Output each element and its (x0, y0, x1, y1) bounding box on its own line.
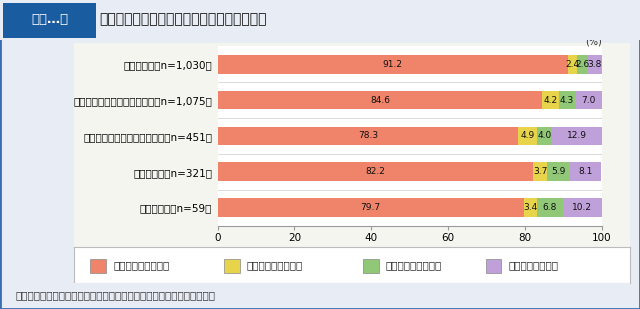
Text: 3.8: 3.8 (587, 60, 602, 69)
Bar (543, 91, 559, 109)
Text: 91.2: 91.2 (383, 60, 403, 69)
Bar (537, 198, 563, 217)
Text: 5.9: 5.9 (552, 167, 566, 176)
Text: 82.2: 82.2 (365, 167, 385, 176)
Bar (533, 163, 547, 181)
Text: 資料：内閣府「食育の現状と意識に関する調査」（平成２１年１２月）: 資料：内閣府「食育の現状と意識に関する調査」（平成２１年１２月） (16, 290, 216, 300)
Bar (568, 55, 577, 74)
Bar (552, 127, 602, 145)
Text: ほとんど食べない: ほとんど食べない (508, 260, 559, 270)
Text: 10.2: 10.2 (572, 203, 593, 212)
Text: 週に４～５日食べる: 週に４～５日食べる (247, 260, 303, 270)
Bar (218, 55, 568, 74)
Bar (587, 55, 602, 74)
Bar (224, 259, 239, 273)
Bar (577, 55, 587, 74)
Text: 2.6: 2.6 (575, 60, 589, 69)
Text: 4.0: 4.0 (538, 131, 552, 141)
Text: 3.7: 3.7 (533, 167, 548, 176)
Text: 84.6: 84.6 (370, 95, 390, 105)
Bar (218, 198, 524, 217)
Bar (559, 91, 575, 109)
Bar (537, 127, 552, 145)
Bar (563, 198, 602, 217)
Text: 週に２～３日食べる: 週に２～３日食べる (386, 260, 442, 270)
Bar (524, 198, 537, 217)
Text: 8.1: 8.1 (579, 167, 593, 176)
Bar (547, 163, 570, 181)
Bar (363, 259, 379, 273)
Text: 3.4: 3.4 (523, 203, 538, 212)
Text: 2.4: 2.4 (565, 60, 579, 69)
Bar (575, 91, 602, 109)
Text: 12.9: 12.9 (567, 131, 588, 141)
Bar (570, 163, 601, 181)
Bar (486, 259, 501, 273)
Text: 4.2: 4.2 (543, 95, 557, 105)
Text: 78.3: 78.3 (358, 131, 378, 141)
Text: 6.8: 6.8 (543, 203, 557, 212)
Bar (218, 127, 518, 145)
Bar (90, 259, 106, 273)
Text: 図表…８: 図表…８ (31, 13, 68, 26)
Text: ほとんど毎日食べる: ほとんど毎日食べる (113, 260, 170, 270)
Text: 4.3: 4.3 (560, 95, 574, 105)
Text: 4.9: 4.9 (520, 131, 535, 141)
Text: 79.7: 79.7 (360, 203, 381, 212)
Bar (218, 163, 533, 181)
Text: (%): (%) (585, 36, 602, 46)
Text: 7.0: 7.0 (581, 95, 596, 105)
Bar (518, 127, 537, 145)
Bar (218, 91, 543, 109)
Bar (3, 3, 96, 38)
Text: 「食育への関心度」と「朝食頻度」との関係: 「食育への関心度」と「朝食頻度」との関係 (99, 12, 267, 26)
